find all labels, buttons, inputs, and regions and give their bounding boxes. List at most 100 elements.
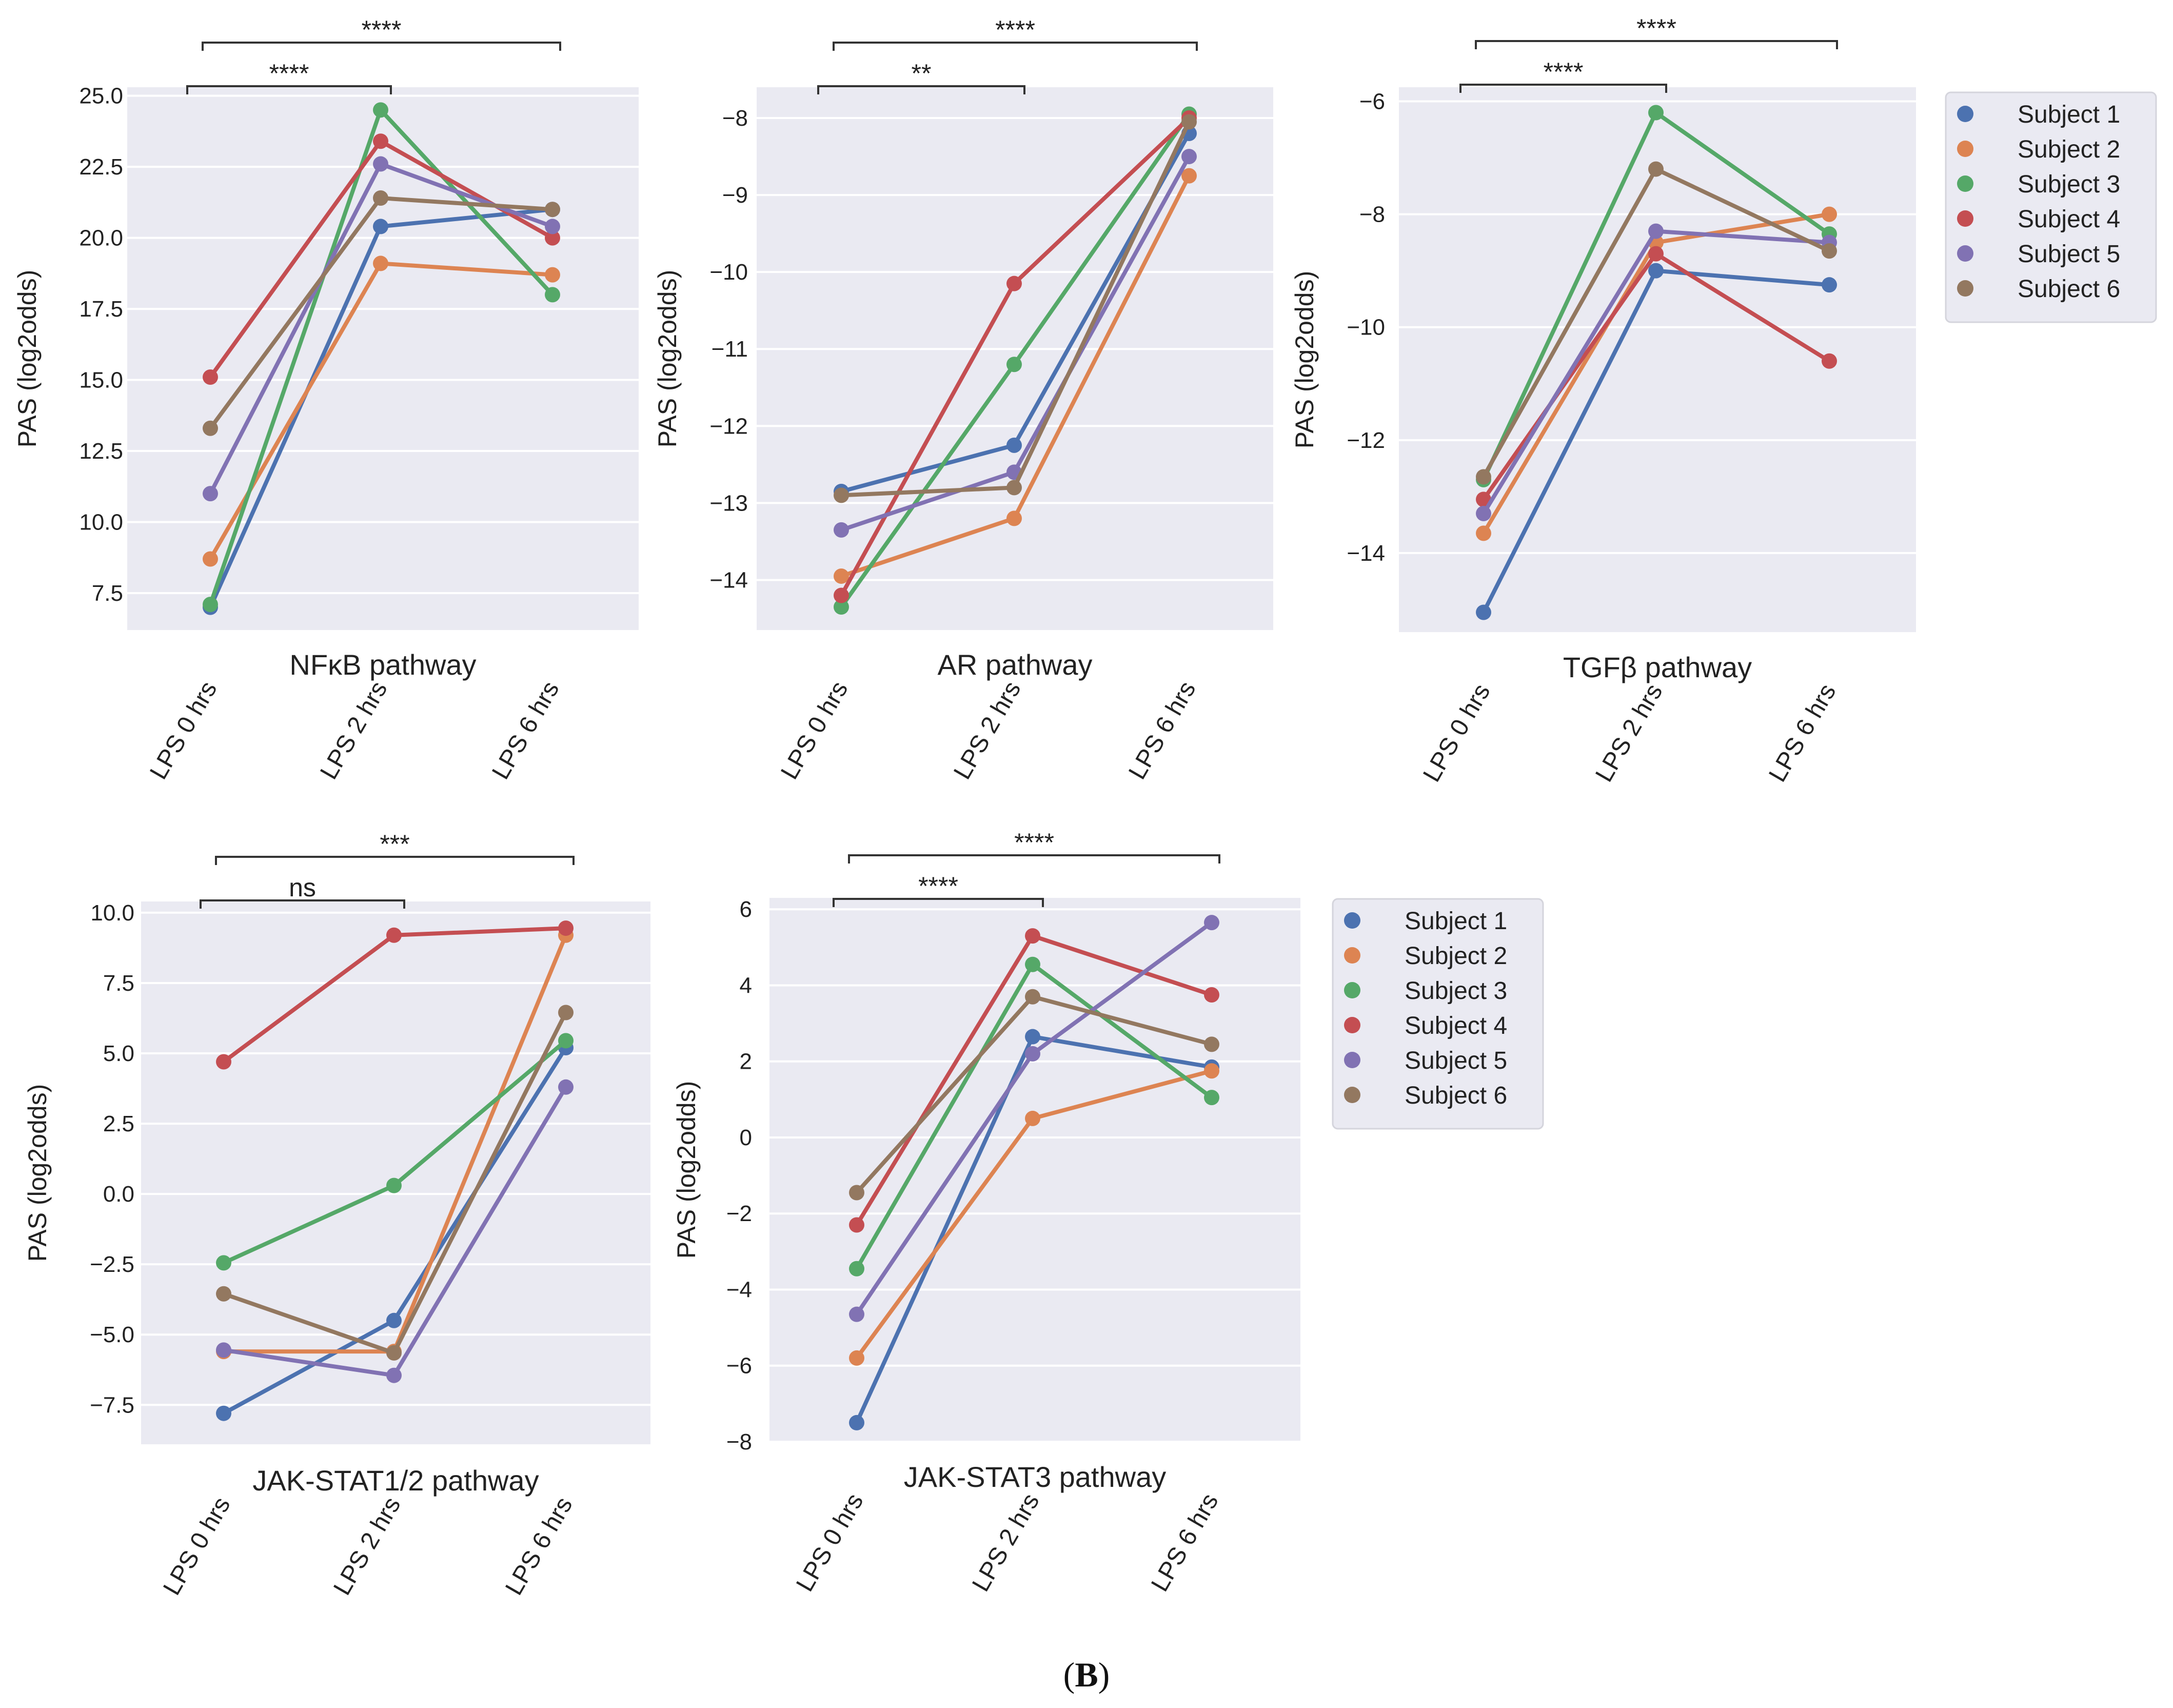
x-axis-label: JAK-STAT3 pathway bbox=[904, 1461, 1166, 1493]
data-point-subject-4 bbox=[203, 369, 218, 385]
x-tick-label: LPS 6 hrs bbox=[500, 1493, 578, 1600]
data-point-subject-3 bbox=[834, 599, 849, 615]
x-tick-label: LPS 2 hrs bbox=[1590, 679, 1668, 787]
data-point-subject-2 bbox=[545, 267, 560, 283]
y-tick-label: 0 bbox=[740, 1125, 752, 1150]
data-point-subject-3 bbox=[373, 102, 388, 118]
legend-box bbox=[1332, 898, 1544, 1130]
data-point-subject-3 bbox=[386, 1177, 402, 1193]
data-point-subject-4 bbox=[1006, 276, 1022, 291]
y-tick-label: −10 bbox=[1347, 315, 1385, 340]
y-axis-label: PAS (log2odds) bbox=[1290, 271, 1319, 448]
y-tick-label: 17.5 bbox=[79, 297, 123, 322]
y-axis-label: PAS (log2odds) bbox=[653, 270, 682, 447]
significance-bracket bbox=[1475, 40, 1838, 49]
data-point-subject-6 bbox=[834, 487, 849, 503]
data-point-subject-6 bbox=[849, 1185, 864, 1201]
legend-label: Subject 6 bbox=[1405, 1082, 1507, 1109]
x-axis-label: JAK-STAT1/2 pathway bbox=[252, 1464, 539, 1497]
x-tick-label: LPS 0 hrs bbox=[791, 1489, 868, 1596]
legend-label: Subject 1 bbox=[2018, 101, 2120, 128]
y-tick-label: −8 bbox=[1359, 202, 1385, 227]
y-tick-label: 6 bbox=[740, 897, 752, 922]
significance-label: **** bbox=[362, 15, 402, 44]
data-point-subject-5 bbox=[834, 522, 849, 538]
data-point-subject-5 bbox=[545, 219, 560, 234]
y-tick-label: −12 bbox=[1347, 428, 1385, 453]
significance-bracket bbox=[1459, 84, 1667, 93]
legend-label: Subject 4 bbox=[2018, 206, 2120, 233]
data-point-subject-4 bbox=[558, 920, 574, 936]
y-tick-label: 10.0 bbox=[79, 510, 123, 535]
data-point-subject-4 bbox=[1648, 246, 1664, 262]
chart-panel-5: −8 −6 −4 −2 0 2 4 6 PAS (log2odds) JAK-STAT3 path… bbox=[672, 828, 1300, 1596]
data-point-subject-6 bbox=[386, 1345, 402, 1361]
data-point-subject-3 bbox=[216, 1255, 231, 1271]
legend-bottom: Subject 1 Subject 2 Subject 3 Subject 4 Subj… bbox=[1332, 898, 1544, 1130]
data-point-subject-1 bbox=[373, 219, 388, 234]
x-axis-label: AR pathway bbox=[938, 649, 1093, 681]
data-point-subject-1 bbox=[1822, 277, 1837, 293]
data-point-subject-4 bbox=[216, 1054, 231, 1070]
x-tick-label: LPS 2 hrs bbox=[949, 677, 1026, 784]
data-point-subject-5 bbox=[1476, 505, 1491, 521]
data-point-subject-3 bbox=[1025, 956, 1040, 972]
x-tick-label: LPS 0 hrs bbox=[158, 1493, 235, 1600]
legend-marker-subject-3 bbox=[1957, 175, 1973, 192]
figure-caption-letter: B bbox=[1075, 1655, 1098, 1694]
data-point-subject-3 bbox=[203, 597, 218, 613]
x-tick-label: LPS 0 hrs bbox=[145, 677, 222, 784]
y-tick-label: 5.0 bbox=[103, 1041, 134, 1066]
y-tick-label: 10.0 bbox=[90, 900, 134, 926]
data-point-subject-6 bbox=[1822, 243, 1837, 259]
legend-marker-subject-6 bbox=[1957, 280, 1973, 297]
legend-marker-subject-6 bbox=[1344, 1087, 1360, 1103]
y-tick-label: 25.0 bbox=[79, 84, 123, 109]
data-point-subject-5 bbox=[386, 1367, 402, 1383]
legend-label: Subject 3 bbox=[2018, 171, 2120, 198]
chart-panel-4: −7.5 −5.0 −2.5 0.0 2.5 5.0 7.5 10.0 PAS (log2odd… bbox=[23, 830, 650, 1600]
y-tick-label: 2 bbox=[740, 1049, 752, 1074]
significance-label: **** bbox=[918, 872, 958, 900]
y-axis-label: PAS (log2odds) bbox=[13, 270, 42, 447]
data-point-subject-6 bbox=[558, 1005, 574, 1020]
data-point-subject-4 bbox=[386, 927, 402, 943]
legend-marker-subject-3 bbox=[1344, 982, 1360, 998]
y-tick-label: −14 bbox=[709, 567, 748, 593]
data-point-subject-1 bbox=[849, 1415, 864, 1430]
legend-label: Subject 2 bbox=[2018, 136, 2120, 163]
data-point-subject-6 bbox=[1025, 989, 1040, 1005]
y-tick-label: −2 bbox=[726, 1201, 752, 1226]
y-tick-label: −4 bbox=[726, 1277, 752, 1302]
legend-label: Subject 4 bbox=[1405, 1012, 1507, 1039]
data-point-subject-4 bbox=[545, 230, 560, 246]
chart-panel-1: 7.5 10.0 12.5 15.0 17.5 20.0 22.5 25.0 PAS (log2… bbox=[13, 15, 639, 784]
x-tick-label: LPS 6 hrs bbox=[1123, 677, 1201, 784]
y-tick-label: 7.5 bbox=[92, 581, 123, 606]
legend-marker-subject-1 bbox=[1957, 106, 1973, 122]
chart-panel-2: −14 −13 −12 −11 −10 −9 −8 PAS (log2odds) AR path… bbox=[653, 15, 1273, 784]
data-point-subject-2 bbox=[849, 1350, 864, 1366]
data-point-subject-2 bbox=[1204, 1063, 1219, 1079]
legend-marker-subject-2 bbox=[1957, 141, 1973, 157]
data-point-subject-2 bbox=[203, 551, 218, 567]
legend-marker-subject-4 bbox=[1344, 1017, 1360, 1033]
data-point-subject-4 bbox=[834, 587, 849, 603]
data-point-subject-2 bbox=[834, 568, 849, 584]
plot-area bbox=[769, 898, 1300, 1442]
data-point-subject-6 bbox=[203, 420, 218, 436]
x-tick-label: LPS 0 hrs bbox=[1418, 679, 1495, 787]
legend-marker-subject-2 bbox=[1344, 947, 1360, 964]
significance-bracket bbox=[833, 898, 1044, 907]
x-tick-label: LPS 6 hrs bbox=[487, 677, 564, 784]
significance-label: **** bbox=[1636, 14, 1676, 43]
significance-label: ns bbox=[289, 873, 316, 902]
data-point-subject-4 bbox=[1822, 353, 1837, 369]
significance-label: *** bbox=[380, 830, 409, 858]
y-tick-label: −6 bbox=[1359, 89, 1385, 114]
legend-label: Subject 5 bbox=[1405, 1047, 1507, 1074]
data-point-subject-6 bbox=[1181, 114, 1197, 130]
significance-bracket bbox=[833, 42, 1198, 51]
data-point-subject-2 bbox=[373, 256, 388, 271]
data-point-subject-2 bbox=[1025, 1110, 1040, 1126]
